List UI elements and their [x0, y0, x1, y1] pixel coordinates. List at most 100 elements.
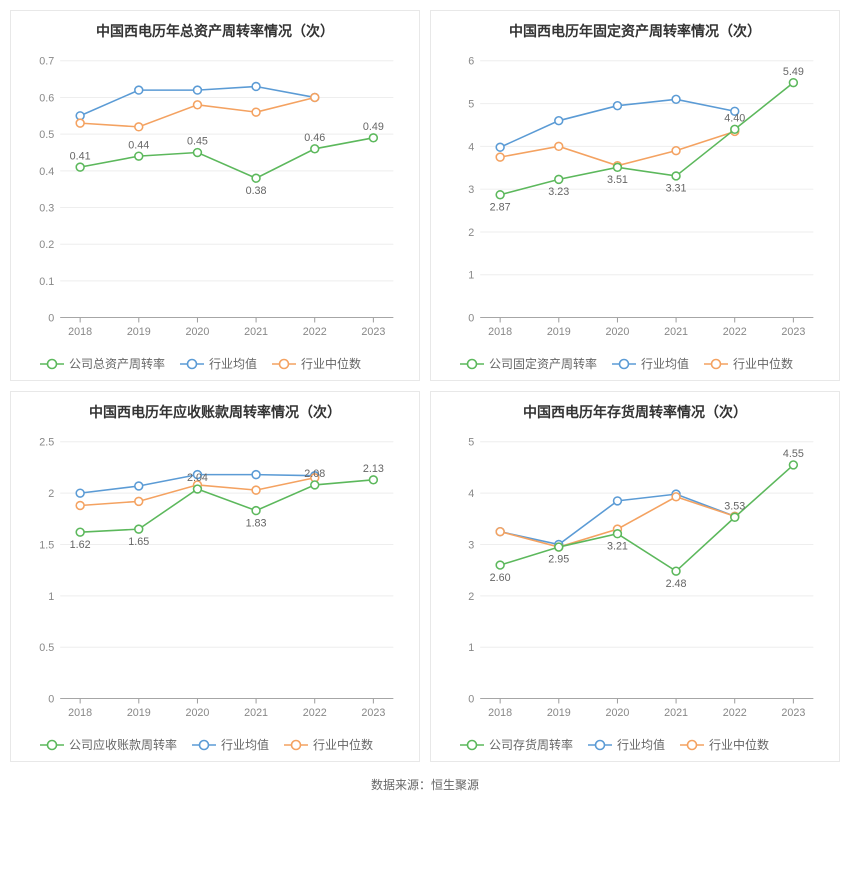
- series-marker-company: [496, 191, 504, 199]
- legend-item-industry_avg[interactable]: 行业均值: [611, 355, 689, 372]
- series-marker-company: [731, 125, 739, 133]
- x-tick-label: 2019: [547, 707, 571, 719]
- series-marker-industry_median: [252, 108, 260, 116]
- x-tick-label: 2019: [547, 326, 571, 338]
- legend-marker: [703, 357, 729, 371]
- y-tick-label: 2: [48, 488, 54, 500]
- legend-label: 行业中位数: [301, 355, 361, 372]
- x-tick-label: 2020: [185, 326, 209, 338]
- legend-item-industry_avg[interactable]: 行业均值: [179, 355, 257, 372]
- series-marker-industry_avg: [555, 117, 563, 125]
- chart-title: 中国西电历年总资产周转率情况（次）: [19, 21, 411, 41]
- legend-item-industry_avg[interactable]: 行业均值: [587, 736, 665, 753]
- series-marker-industry_avg: [672, 95, 680, 103]
- data-label: 0.45: [187, 136, 208, 148]
- legend-item-company[interactable]: 公司固定资产周转率: [459, 355, 597, 372]
- legend-marker-icon: [271, 357, 297, 371]
- legend-item-industry_median[interactable]: 行业中位数: [271, 355, 361, 372]
- y-tick-label: 3: [468, 539, 474, 551]
- series-marker-company: [789, 461, 797, 469]
- series-line-company: [80, 138, 373, 178]
- legend-item-industry_median[interactable]: 行业中位数: [283, 736, 373, 753]
- data-label: 2.95: [548, 554, 569, 566]
- legend-item-company[interactable]: 公司应收账款周转率: [39, 736, 177, 753]
- series-marker-industry_avg: [135, 482, 143, 490]
- chart-legend: 公司固定资产周转率 行业均值 行业中位数: [439, 355, 831, 372]
- legend-item-industry_median[interactable]: 行业中位数: [703, 355, 793, 372]
- data-label: 2.87: [490, 201, 511, 213]
- legend-item-industry_avg[interactable]: 行业均值: [191, 736, 269, 753]
- x-tick-label: 2022: [303, 326, 327, 338]
- series-marker-industry_avg: [194, 86, 202, 94]
- data-label: 3.21: [607, 540, 628, 552]
- x-tick-label: 2022: [303, 707, 327, 719]
- legend-label: 行业中位数: [709, 736, 769, 753]
- series-marker-industry_median: [135, 123, 143, 131]
- series-marker-industry_median: [496, 528, 504, 536]
- series-marker-industry_median: [135, 497, 143, 505]
- series-line-industry_median: [500, 131, 735, 165]
- y-tick-label: 1.5: [39, 539, 54, 551]
- legend-label: 行业中位数: [733, 355, 793, 372]
- legend-item-company[interactable]: 公司总资产周转率: [39, 355, 165, 372]
- y-tick-label: 5: [468, 437, 474, 449]
- legend-label: 行业均值: [617, 736, 665, 753]
- data-source-note: 数据来源：恒生聚源: [10, 776, 840, 793]
- series-marker-company: [789, 79, 797, 87]
- data-label: 2.13: [363, 463, 384, 475]
- series-line-company: [500, 465, 793, 571]
- y-tick-label: 6: [468, 56, 474, 68]
- chart-title: 中国西电历年应收账款周转率情况（次）: [19, 402, 411, 422]
- legend-item-industry_median[interactable]: 行业中位数: [679, 736, 769, 753]
- data-label: 0.46: [304, 132, 325, 144]
- legend-marker: [611, 357, 637, 371]
- chart-legend: 公司存货周转率 行业均值 行业中位数: [439, 736, 831, 753]
- data-label: 2.04: [187, 472, 208, 484]
- data-label: 1.83: [246, 517, 267, 529]
- data-label: 0.49: [363, 121, 384, 133]
- x-tick-label: 2023: [781, 326, 805, 338]
- series-marker-industry_avg: [614, 102, 622, 110]
- data-label: 3.53: [724, 500, 745, 512]
- y-tick-label: 4: [468, 141, 474, 153]
- y-tick-label: 0.2: [39, 239, 54, 251]
- legend-label: 行业均值: [221, 736, 269, 753]
- chart-svg: 0123452018201920202021202220232.602.953.…: [439, 432, 831, 726]
- y-tick-label: 0: [48, 312, 54, 324]
- series-marker-company: [369, 476, 377, 484]
- legend-label: 行业中位数: [313, 736, 373, 753]
- legend-marker-icon: [39, 738, 65, 752]
- legend-marker-icon: [283, 738, 309, 752]
- data-label: 3.51: [607, 174, 628, 186]
- data-label: 1.62: [70, 539, 91, 551]
- series-marker-company: [135, 152, 143, 160]
- legend-marker: [179, 357, 205, 371]
- chart-panel-inventory_turnover: 中国西电历年存货周转率情况（次）012345201820192020202120…: [430, 391, 840, 762]
- series-marker-company: [135, 525, 143, 533]
- chart-svg: 01234562018201920202021202220232.873.233…: [439, 51, 831, 345]
- chart-grid: 中国西电历年总资产周转率情况（次）00.10.20.30.40.50.60.72…: [10, 10, 840, 762]
- data-label: 1.65: [128, 536, 149, 548]
- legend-marker: [283, 738, 309, 752]
- y-tick-label: 0: [468, 693, 474, 705]
- legend-marker-icon: [39, 357, 65, 371]
- legend-label: 公司存货周转率: [489, 736, 573, 753]
- series-marker-industry_avg: [614, 497, 622, 505]
- x-tick-label: 2019: [127, 707, 151, 719]
- series-marker-company: [614, 530, 622, 538]
- series-marker-company: [555, 175, 563, 183]
- series-marker-industry_median: [252, 486, 260, 494]
- x-tick-label: 2019: [127, 326, 151, 338]
- legend-marker: [459, 738, 485, 752]
- x-tick-label: 2021: [664, 707, 688, 719]
- legend-item-company[interactable]: 公司存货周转率: [459, 736, 573, 753]
- y-tick-label: 0.4: [39, 166, 54, 178]
- series-marker-company: [252, 174, 260, 182]
- series-marker-industry_median: [194, 101, 202, 109]
- series-marker-industry_median: [496, 153, 504, 161]
- series-marker-industry_avg: [252, 471, 260, 479]
- x-tick-label: 2020: [605, 707, 629, 719]
- series-marker-company: [672, 567, 680, 575]
- legend-label: 公司应收账款周转率: [69, 736, 177, 753]
- x-tick-label: 2023: [361, 707, 385, 719]
